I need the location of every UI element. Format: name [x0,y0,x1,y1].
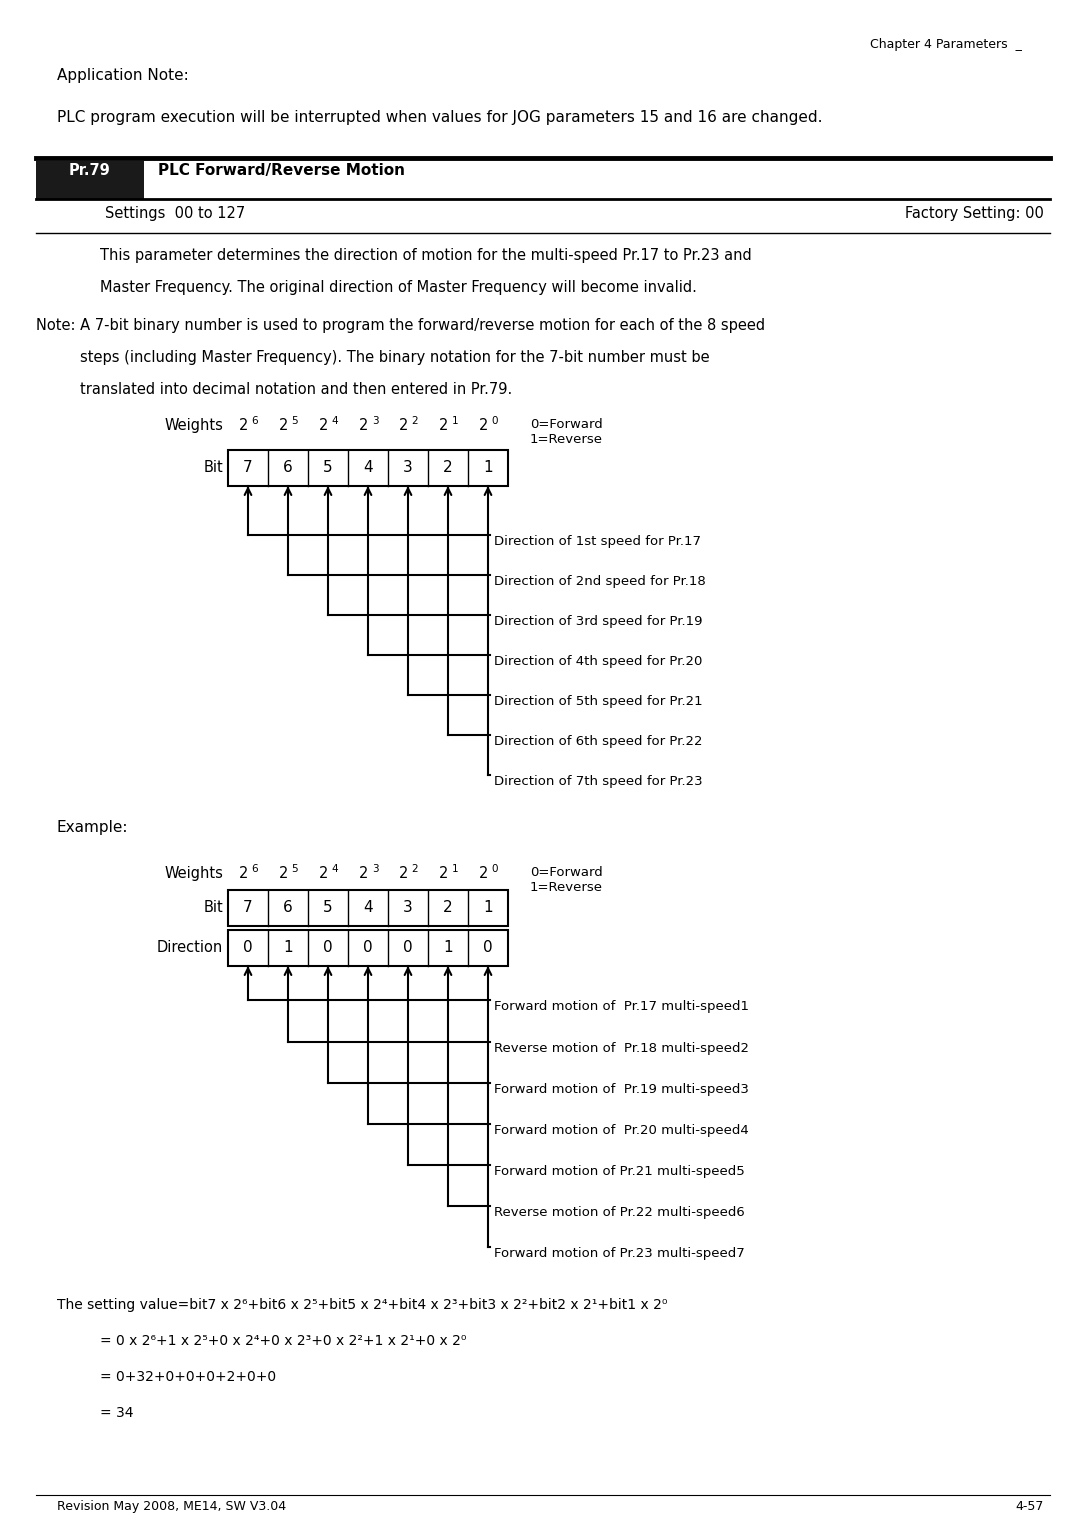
Text: 2: 2 [411,416,418,426]
Text: 2: 2 [360,867,368,881]
Text: 2: 2 [440,867,448,881]
Text: Reverse motion of Pr.22 multi-speed6: Reverse motion of Pr.22 multi-speed6 [494,1206,745,1220]
Text: 6: 6 [283,460,293,476]
Text: PLC Forward/Reverse Motion: PLC Forward/Reverse Motion [158,163,405,178]
Text: steps (including Master Frequency). The binary notation for the 7-bit number mus: steps (including Master Frequency). The … [80,350,710,365]
Bar [36,161,144,199]
Text: Application Note:: Application Note: [57,67,189,83]
Text: 1: 1 [451,864,458,874]
Text: Forward motion of  Pr.20 multi-speed4: Forward motion of Pr.20 multi-speed4 [494,1124,748,1137]
Text: 2: 2 [443,900,453,916]
Text: 6: 6 [252,864,258,874]
Text: 0: 0 [363,940,373,956]
Text: 2: 2 [320,867,328,881]
Text: Direction of 3rd speed for Pr.19: Direction of 3rd speed for Pr.19 [494,615,702,627]
Text: Master Frequency. The original direction of Master Frequency will become invalid: Master Frequency. The original direction… [100,281,697,295]
Text: Direction of 5th speed for Pr.21: Direction of 5th speed for Pr.21 [494,695,703,709]
Text: Forward motion of  Pr.17 multi-speed1: Forward motion of Pr.17 multi-speed1 [494,1000,750,1012]
Text: 1: 1 [451,416,458,426]
Text: 5: 5 [292,416,298,426]
Text: 0=Forward
1=Reverse: 0=Forward 1=Reverse [530,867,603,894]
Text: Example:: Example: [57,821,129,834]
Text: Weights: Weights [164,867,222,881]
Text: 0=Forward
1=Reverse: 0=Forward 1=Reverse [530,417,603,446]
Bar [228,449,508,486]
Text: 3: 3 [372,864,378,874]
Text: 0: 0 [243,940,253,956]
Text: 2: 2 [480,867,488,881]
Text: = 0+32+0+0+0+2+0+0: = 0+32+0+0+0+2+0+0 [100,1370,276,1384]
Text: Bit: Bit [203,900,222,916]
Text: 2: 2 [440,417,448,433]
Text: 4-57: 4-57 [1015,1500,1044,1513]
Text: 4: 4 [332,416,338,426]
Text: 0: 0 [403,940,413,956]
Text: 2: 2 [443,460,453,476]
Text: Pr.79: Pr.79 [69,163,111,178]
Text: 5: 5 [323,900,333,916]
Text: 0: 0 [323,940,333,956]
Text: Bit: Bit [203,460,222,476]
Bar [228,890,508,927]
Text: Settings  00 to 127: Settings 00 to 127 [105,206,245,221]
Text: Direction of 2nd speed for Pr.18: Direction of 2nd speed for Pr.18 [494,575,705,588]
Text: 5: 5 [292,864,298,874]
Text: 1: 1 [483,460,492,476]
Text: Forward motion of  Pr.19 multi-speed3: Forward motion of Pr.19 multi-speed3 [494,1083,748,1095]
Text: 7: 7 [243,460,253,476]
Text: Forward motion of Pr.23 multi-speed7: Forward motion of Pr.23 multi-speed7 [494,1247,745,1259]
Text: The setting value=bit7 x 2⁶+bit6 x 2⁵+bit5 x 2⁴+bit4 x 2³+bit3 x 2²+bit2 x 2¹+bi: The setting value=bit7 x 2⁶+bit6 x 2⁵+bi… [57,1298,667,1312]
Text: 5: 5 [323,460,333,476]
Text: Note: A 7-bit binary number is used to program the forward/reverse motion for ea: Note: A 7-bit binary number is used to p… [36,318,765,333]
Text: Revision May 2008, ME14, SW V3.04: Revision May 2008, ME14, SW V3.04 [57,1500,286,1513]
Text: 6: 6 [252,416,258,426]
Text: 2: 2 [480,417,488,433]
Text: Reverse motion of  Pr.18 multi-speed2: Reverse motion of Pr.18 multi-speed2 [494,1042,750,1055]
Bar [228,930,508,966]
Text: 2: 2 [280,417,288,433]
Text: 0: 0 [491,416,498,426]
Text: PLC program execution will be interrupted when values for JOG parameters 15 and : PLC program execution will be interrupte… [57,110,823,124]
Text: 6: 6 [283,900,293,916]
Text: Direction: Direction [157,940,222,956]
Text: 2: 2 [411,864,418,874]
Text: 4: 4 [332,864,338,874]
Text: = 0 x 2⁶+1 x 2⁵+0 x 2⁴+0 x 2³+0 x 2²+1 x 2¹+0 x 2⁰: = 0 x 2⁶+1 x 2⁵+0 x 2⁴+0 x 2³+0 x 2²+1 x… [100,1335,467,1348]
Text: 2: 2 [240,417,248,433]
Text: 0: 0 [491,864,498,874]
Text: Direction of 4th speed for Pr.20: Direction of 4th speed for Pr.20 [494,655,702,667]
Text: 2: 2 [400,867,408,881]
Text: 3: 3 [403,900,413,916]
Text: 2: 2 [320,417,328,433]
Text: 1: 1 [483,900,492,916]
Text: 2: 2 [400,417,408,433]
Text: 2: 2 [280,867,288,881]
Text: Factory Setting: 00: Factory Setting: 00 [905,206,1044,221]
Text: Direction of 1st speed for Pr.17: Direction of 1st speed for Pr.17 [494,535,701,548]
Text: 4: 4 [363,460,373,476]
Text: This parameter determines the direction of motion for the multi-speed Pr.17 to P: This parameter determines the direction … [100,249,752,262]
Text: 0: 0 [483,940,492,956]
Text: translated into decimal notation and then entered in Pr.79.: translated into decimal notation and the… [80,382,512,397]
Text: Weights: Weights [164,417,222,433]
Text: Direction of 7th speed for Pr.23: Direction of 7th speed for Pr.23 [494,775,703,788]
Text: Forward motion of Pr.21 multi-speed5: Forward motion of Pr.21 multi-speed5 [494,1164,745,1178]
Text: 7: 7 [243,900,253,916]
Text: 3: 3 [372,416,378,426]
Text: 4: 4 [363,900,373,916]
Text: 3: 3 [403,460,413,476]
Text: 1: 1 [443,940,453,956]
Text: Chapter 4 Parameters  _: Chapter 4 Parameters _ [870,38,1022,51]
Text: 2: 2 [240,867,248,881]
Text: Direction of 6th speed for Pr.22: Direction of 6th speed for Pr.22 [494,735,702,749]
Text: 1: 1 [283,940,293,956]
Text: 2: 2 [360,417,368,433]
Text: = 34: = 34 [100,1407,134,1420]
